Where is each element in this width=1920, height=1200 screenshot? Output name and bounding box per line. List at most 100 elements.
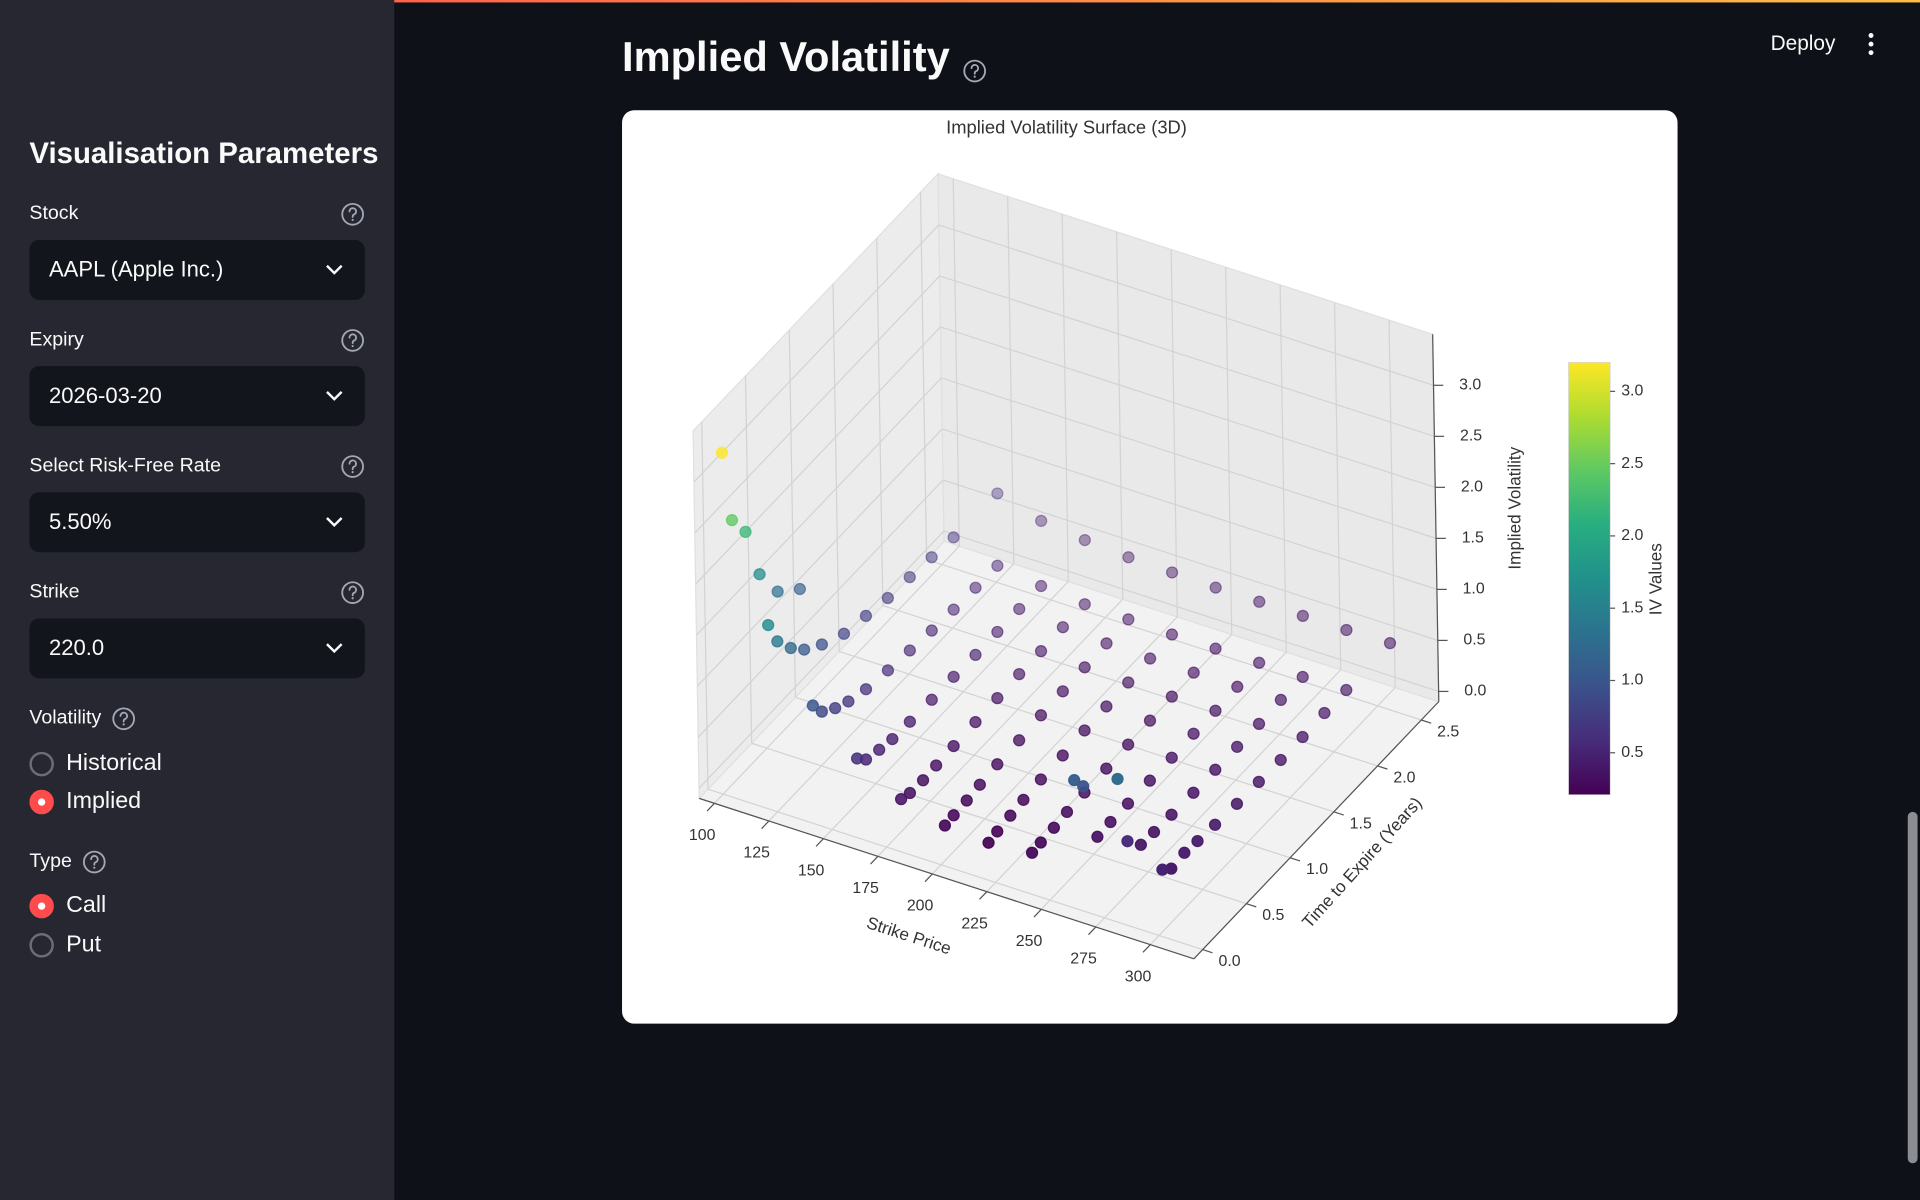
grid-line <box>940 326 1436 488</box>
y-tick-label: 0.5 <box>1262 907 1284 924</box>
data-point <box>1013 734 1026 747</box>
grid-line <box>751 742 1247 905</box>
help-icon[interactable] <box>340 580 364 604</box>
select-box[interactable]: 220.0 <box>29 618 365 679</box>
data-point <box>1122 551 1135 564</box>
data-point <box>1056 749 1069 762</box>
data-point <box>916 774 930 787</box>
y-tick-label: 1.0 <box>1306 861 1328 878</box>
data-point <box>925 693 938 706</box>
grid-line <box>1095 669 1342 928</box>
help-icon[interactable] <box>340 454 364 478</box>
select-box[interactable]: 2026-03-20 <box>29 366 365 427</box>
data-point <box>1165 808 1178 821</box>
data-point <box>1209 642 1222 655</box>
z-tick-label: 3.0 <box>1459 377 1481 394</box>
help-glyph <box>348 459 357 471</box>
chart-card: Implied Volatility Surface (3D) 100 125 150… <box>622 110 1678 1024</box>
grid-line <box>695 326 941 585</box>
data-point <box>1143 774 1156 787</box>
data-point <box>1134 838 1147 851</box>
radio-circle[interactable] <box>29 933 54 958</box>
help-glyph <box>119 711 128 723</box>
data-point <box>1034 709 1048 722</box>
chevron-path <box>326 264 343 275</box>
deploy-button[interactable]: Deploy <box>1770 31 1836 56</box>
help-glyph <box>111 707 135 731</box>
data-point <box>815 638 829 651</box>
help-glyph <box>348 207 357 218</box>
z-tick-label: 1.0 <box>1463 581 1485 598</box>
colorbar-tick-label: 2.5 <box>1621 455 1643 472</box>
grid-line <box>942 479 1438 641</box>
data-point <box>1296 609 1309 622</box>
radio-group-label: Type <box>29 849 106 876</box>
data-point <box>1100 637 1113 650</box>
chevron <box>326 517 343 528</box>
x-tick-label: 200 <box>907 898 934 915</box>
tick-mark <box>1246 903 1257 908</box>
help-glyph <box>970 63 979 75</box>
help-icon[interactable] <box>340 202 364 226</box>
select-box[interactable]: AAPL (Apple Inc.) <box>29 240 365 300</box>
data-point <box>1025 846 1039 859</box>
data-point <box>784 641 797 655</box>
help-icon[interactable] <box>82 850 106 874</box>
data-point <box>991 625 1004 639</box>
data-point <box>829 701 842 715</box>
help-glyph <box>351 597 354 600</box>
chevron-path <box>326 643 343 654</box>
top-decoration <box>0 0 1920 3</box>
radio-label: Historical <box>66 750 162 777</box>
x-tick-label: 225 <box>961 915 988 932</box>
radio-option[interactable]: Put <box>29 932 101 959</box>
help-icon[interactable] <box>111 707 135 731</box>
data-point <box>1165 628 1179 641</box>
data-point <box>1252 717 1266 730</box>
data-point <box>925 624 938 637</box>
data-point <box>1056 685 1069 698</box>
data-point <box>969 648 982 662</box>
tick-mark <box>1088 926 1097 936</box>
data-point <box>1209 581 1222 594</box>
data-point <box>947 739 960 753</box>
scrollbar-thumb[interactable] <box>1907 811 1918 1164</box>
data-point <box>991 559 1004 572</box>
radio-option[interactable]: Implied <box>29 789 141 816</box>
help-glyph <box>351 218 354 222</box>
help-glyph <box>341 455 364 478</box>
radio-option[interactable]: Call <box>29 893 106 920</box>
data-point <box>903 644 916 657</box>
help-icon[interactable] <box>962 46 986 82</box>
data-point <box>982 836 995 849</box>
data-point <box>881 664 895 677</box>
data-point <box>771 635 784 648</box>
x-tick-label: 300 <box>1125 968 1152 985</box>
z-tick-label: 2.5 <box>1460 428 1482 445</box>
data-point <box>873 743 886 756</box>
grid-line <box>822 581 1069 840</box>
radio-group-label: Volatility <box>29 705 135 732</box>
data-point <box>1122 613 1135 626</box>
data-point <box>1340 683 1353 697</box>
help-icon[interactable] <box>340 328 364 352</box>
data-point <box>771 585 784 598</box>
data-point <box>1165 751 1178 764</box>
menu-button[interactable] <box>1859 32 1883 56</box>
radio-option[interactable]: Historical <box>29 750 162 778</box>
data-point <box>903 571 916 584</box>
z-axis-title: Implied Volatility <box>1504 446 1524 569</box>
select-box[interactable]: 5.50% <box>29 492 365 553</box>
radio-circle[interactable] <box>29 893 54 919</box>
colorbar <box>1568 362 1611 796</box>
data-point <box>938 819 952 832</box>
radio-circle[interactable] <box>29 789 54 815</box>
radio-circle[interactable] <box>29 751 54 777</box>
data-point <box>1296 670 1309 684</box>
help-glyph <box>341 581 364 604</box>
help-glyph <box>348 585 357 597</box>
data-point <box>1231 740 1244 753</box>
data-point <box>1111 772 1124 786</box>
data-point <box>1078 533 1091 547</box>
